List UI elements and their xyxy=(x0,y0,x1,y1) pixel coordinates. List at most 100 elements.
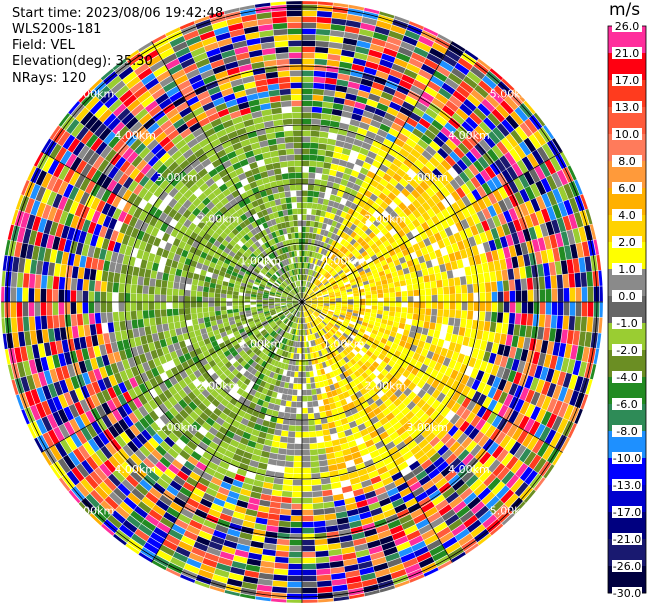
velocity-gate xyxy=(211,398,221,408)
velocity-gate xyxy=(401,406,411,416)
velocity-gate xyxy=(398,220,407,229)
velocity-gate xyxy=(170,557,186,569)
velocity-gate xyxy=(366,198,375,207)
velocity-gate xyxy=(130,302,137,311)
velocity-gate xyxy=(456,505,471,519)
velocity-gate xyxy=(523,137,537,153)
velocity-gate xyxy=(337,523,351,531)
velocity-gate xyxy=(371,556,387,566)
velocity-gate xyxy=(493,260,501,271)
velocity-gate xyxy=(407,213,417,222)
velocity-gate xyxy=(213,497,226,507)
velocity-gate xyxy=(313,185,321,192)
velocity-gate xyxy=(186,558,202,569)
velocity-gate xyxy=(298,311,301,318)
velocity-gate xyxy=(337,216,345,224)
velocity-gate xyxy=(523,337,531,350)
velocity-gate xyxy=(194,580,210,589)
velocity-gate xyxy=(281,375,287,382)
velocity-gate xyxy=(539,366,549,381)
velocity-gate xyxy=(374,321,381,327)
velocity-gate xyxy=(475,222,485,234)
velocity-gate xyxy=(514,191,525,205)
velocity-gate xyxy=(385,182,395,192)
velocity-gate xyxy=(319,267,324,274)
velocity-gate xyxy=(286,443,295,450)
velocity-gate xyxy=(360,379,369,388)
velocity-gate xyxy=(319,285,325,290)
velocity-gate xyxy=(394,138,405,148)
velocity-gate xyxy=(416,398,426,409)
velocity-gate xyxy=(277,335,282,342)
velocity-gate xyxy=(379,11,395,19)
velocity-gate xyxy=(429,452,441,463)
velocity-gate xyxy=(314,279,320,285)
velocity-gate xyxy=(216,562,232,572)
velocity-gate xyxy=(491,176,503,189)
velocity-gate xyxy=(414,434,425,445)
velocity-gate xyxy=(412,465,424,476)
velocity-gate xyxy=(176,491,189,503)
velocity-gate xyxy=(314,339,319,346)
velocity-gate xyxy=(305,323,308,330)
velocity-gate xyxy=(314,58,328,66)
velocity-gate xyxy=(314,258,319,265)
velocity-gate xyxy=(183,430,194,440)
velocity-gate xyxy=(268,384,275,391)
velocity-gate xyxy=(511,162,523,177)
velocity-gate xyxy=(543,464,555,479)
velocity-gate xyxy=(376,20,392,30)
velocity-gate xyxy=(291,395,298,402)
velocity-gate xyxy=(491,249,499,261)
velocity-gate xyxy=(261,487,273,495)
velocity-gate xyxy=(404,524,418,536)
velocity-gate xyxy=(501,452,514,467)
velocity-gate xyxy=(396,85,410,96)
velocity-gate xyxy=(368,380,377,389)
velocity-gate xyxy=(401,101,415,112)
velocity-gate xyxy=(381,319,388,325)
velocity-gate xyxy=(347,306,354,310)
velocity-gate xyxy=(318,598,334,603)
velocity-gate xyxy=(599,286,603,302)
velocity-gate xyxy=(309,160,317,167)
velocity-gate xyxy=(331,327,338,333)
velocity-gate xyxy=(304,347,308,354)
velocity-gate xyxy=(155,279,162,288)
velocity-gate xyxy=(71,266,79,279)
velocity-gate xyxy=(437,287,444,295)
velocity-gate xyxy=(407,203,417,213)
velocity-gate xyxy=(442,357,451,367)
velocity-gate xyxy=(314,345,318,352)
velocity-gate xyxy=(371,235,380,243)
velocity-gate xyxy=(329,320,335,326)
velocity-gate xyxy=(179,434,190,445)
velocity-gate xyxy=(360,78,374,87)
velocity-gate xyxy=(294,347,298,354)
velocity-gate xyxy=(323,334,329,340)
velocity-gate xyxy=(508,396,519,410)
velocity-gate xyxy=(162,323,169,332)
velocity-gate xyxy=(315,47,329,54)
velocity-gate xyxy=(466,71,482,85)
velocity-gate xyxy=(477,320,485,331)
velocity-gate xyxy=(523,253,531,267)
velocity-gate xyxy=(312,491,323,498)
velocity-gate xyxy=(391,122,403,133)
velocity-gate xyxy=(82,313,90,325)
velocity-gate xyxy=(417,154,429,166)
velocity-gate xyxy=(443,309,450,318)
velocity-gate xyxy=(376,412,386,421)
velocity-gate xyxy=(343,32,359,40)
velocity-gate xyxy=(488,459,501,473)
velocity-gate xyxy=(383,292,390,298)
velocity-gate xyxy=(320,477,331,485)
velocity-gate xyxy=(323,263,329,270)
velocity-gate xyxy=(453,232,462,243)
velocity-gate xyxy=(291,503,302,510)
velocity-gate xyxy=(315,280,321,286)
velocity-gate xyxy=(274,429,282,436)
velocity-gate xyxy=(556,274,563,289)
velocity-gate xyxy=(353,431,362,440)
velocity-gate xyxy=(291,509,302,516)
